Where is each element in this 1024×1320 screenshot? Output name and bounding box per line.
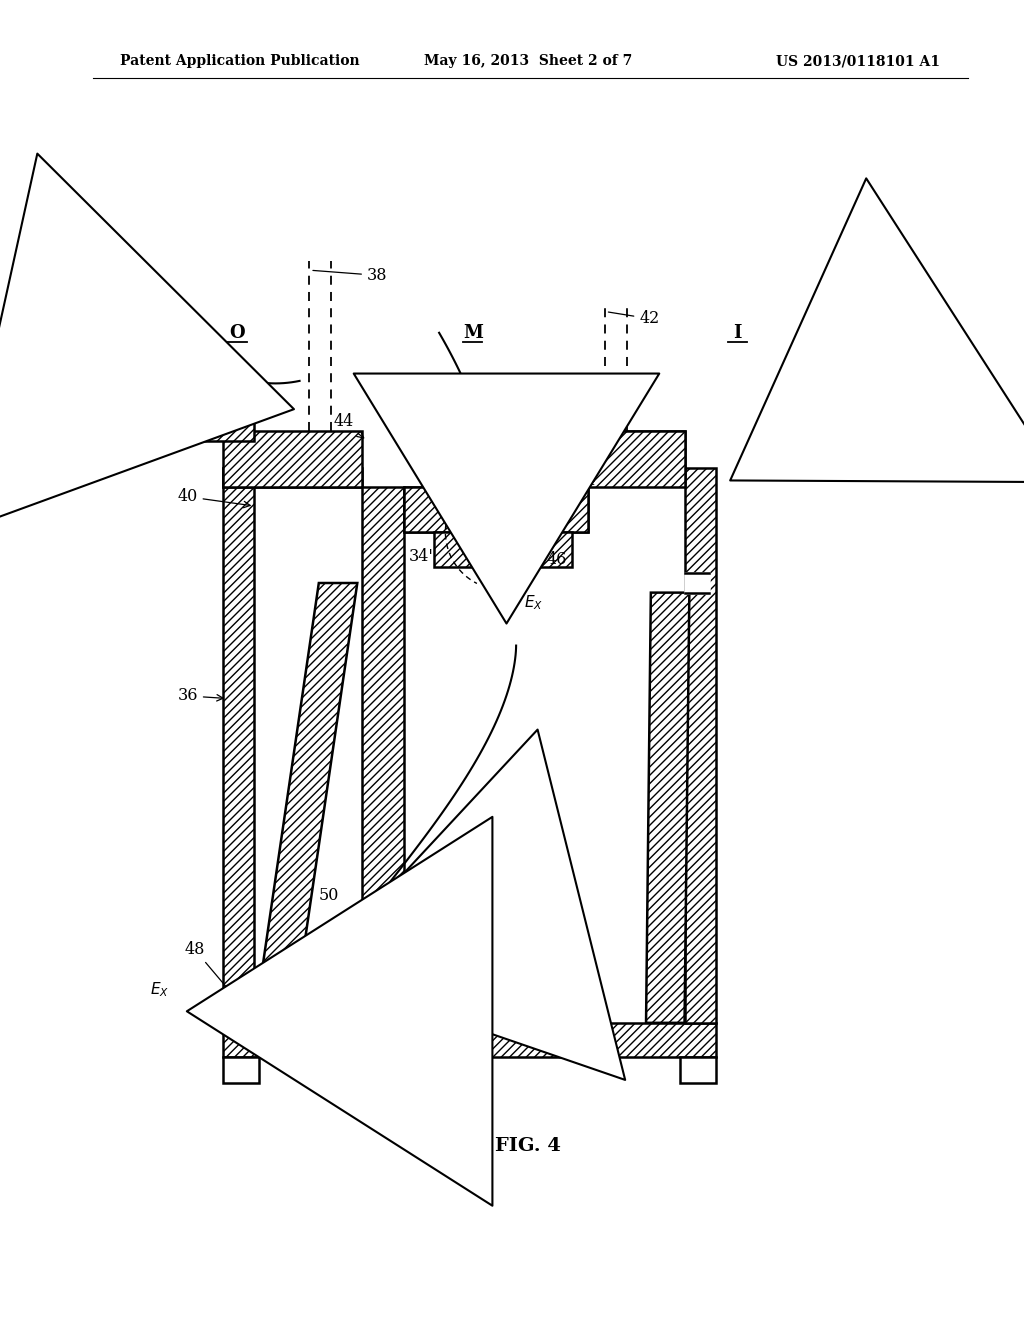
Polygon shape [467,495,540,512]
Text: 38: 38 [313,267,387,284]
Text: FIG. 4: FIG. 4 [495,1137,560,1155]
Polygon shape [222,467,362,487]
Text: 34': 34' [409,548,433,565]
Polygon shape [222,1056,259,1084]
Text: 44: 44 [333,413,364,438]
Polygon shape [476,532,529,566]
Polygon shape [194,413,254,441]
Text: M: M [463,323,482,342]
Polygon shape [222,467,254,1023]
Text: $I_N$: $I_N$ [213,368,227,387]
Polygon shape [403,487,589,532]
Text: Patent Application Publication: Patent Application Publication [120,54,359,69]
Text: $E_X$: $E_X$ [511,381,530,400]
Text: 40: 40 [177,488,250,508]
Text: 50: 50 [318,887,339,904]
Polygon shape [646,593,689,1023]
Text: 48: 48 [184,941,266,1034]
Text: $E_X$: $E_X$ [151,979,170,998]
Text: O: O [229,323,245,342]
Polygon shape [222,430,362,487]
Polygon shape [403,487,589,532]
Text: May 16, 2013  Sheet 2 of 7: May 16, 2013 Sheet 2 of 7 [424,54,632,69]
Text: 42: 42 [608,310,659,327]
Polygon shape [254,583,357,1023]
Polygon shape [467,512,540,532]
Polygon shape [194,396,222,413]
Text: 34: 34 [544,471,596,504]
Polygon shape [362,487,403,1023]
Polygon shape [434,532,572,566]
Polygon shape [680,1056,717,1084]
Text: I: I [733,323,741,342]
Text: $E_X$: $E_X$ [762,408,780,426]
Polygon shape [684,573,709,593]
Text: US 2013/0118101 A1: US 2013/0118101 A1 [775,54,940,69]
Text: 46: 46 [537,539,567,568]
Polygon shape [589,430,684,487]
Polygon shape [589,430,684,467]
Polygon shape [684,467,717,1023]
Text: $E_X$: $E_X$ [411,887,429,906]
Polygon shape [222,1023,717,1056]
Text: 36: 36 [177,688,223,705]
Text: $E_X$: $E_X$ [524,593,543,611]
